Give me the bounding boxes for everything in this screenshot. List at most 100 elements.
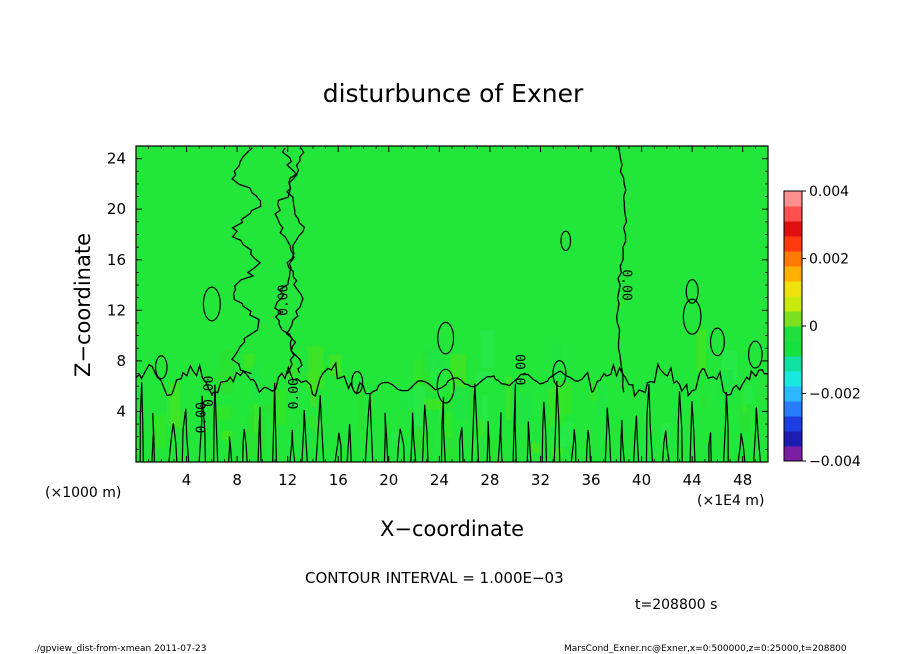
- field-patch: [302, 428, 318, 440]
- contour-line: [677, 390, 683, 462]
- field-patch: [475, 371, 493, 384]
- footer-left: ./gpview_dist-from-xmean 2011-07-23: [34, 644, 206, 654]
- field-patch: [598, 385, 607, 416]
- field-patch: [530, 443, 541, 454]
- field-patch: [286, 362, 298, 379]
- colorbar-tick-label: 0.002: [809, 252, 849, 268]
- colorbar-segment: [784, 356, 802, 372]
- contour-loop: [560, 230, 572, 251]
- colorbar-segment: [784, 281, 802, 297]
- contour-line: [459, 427, 464, 462]
- contour-line: [346, 423, 352, 462]
- contour-line: [334, 432, 342, 462]
- y-axis-ticks: 4 8 12 16 20 24: [107, 150, 768, 450]
- field-patch: [220, 350, 234, 394]
- contour-line: [315, 395, 325, 462]
- contour-label: 0.00: [514, 354, 529, 385]
- x-tick-label: 16: [329, 471, 348, 489]
- contour-lines: [136, 146, 768, 462]
- field-patch: [421, 350, 431, 392]
- x-tick-label: 12: [278, 471, 297, 489]
- colorbar-segment: [784, 206, 802, 222]
- contour-line: [708, 432, 712, 462]
- field-patch: [453, 386, 471, 420]
- contour-line: [289, 429, 296, 462]
- colorbar-segment: [784, 401, 802, 417]
- field-patch: [517, 392, 533, 424]
- field-patch: [696, 329, 707, 373]
- contour-line: [230, 147, 262, 375]
- field-patch: [243, 353, 255, 369]
- contour-line: [257, 406, 262, 462]
- field-patch: [743, 385, 753, 405]
- field-patch: [553, 341, 561, 380]
- x-tick-label: 32: [531, 471, 550, 489]
- contour-line: [541, 401, 548, 462]
- contour-line: [585, 429, 592, 462]
- contour-loop: [202, 286, 221, 322]
- contour-line: [198, 395, 206, 462]
- contour-loop: [748, 340, 763, 369]
- contour-line: [512, 383, 517, 462]
- contour-loop: [552, 360, 567, 388]
- chart-title: disturbunce of Exner: [323, 79, 584, 108]
- field-patch: [643, 408, 649, 423]
- x-tick-label: 40: [632, 471, 651, 489]
- contour-loop: [154, 355, 168, 380]
- contour-line: [723, 391, 729, 462]
- field-patch: [445, 393, 452, 409]
- footer-right: MarsCond_Exner.nc@Exner,x=0:500000,z=0:2…: [564, 644, 847, 654]
- contour-loop: [437, 321, 455, 355]
- contour-line: [136, 361, 768, 398]
- contour-line: [228, 436, 233, 462]
- colorbar-tick-label: 0.004: [809, 184, 849, 200]
- x-tick-label: 36: [581, 471, 600, 489]
- colorbar-segment: [784, 251, 802, 267]
- colorbar-segment: [784, 431, 802, 447]
- contour-loop: [709, 327, 725, 357]
- field-patch: [481, 395, 488, 431]
- contour-line: [737, 433, 746, 462]
- contour-loop: [682, 298, 702, 335]
- x-tick-label: 48: [733, 471, 752, 489]
- colorbar-segment: [784, 416, 802, 432]
- x-tick-label: 4: [182, 471, 192, 489]
- contour-labels: 0.00 0.000.000.000.000.00: [195, 269, 634, 433]
- x-tick-label: 28: [480, 471, 499, 489]
- plot-area: 0.00 0.000.000.000.000.00 4 8 12 16 20 24 28 32 3…: [107, 145, 769, 489]
- contour-line: [272, 382, 278, 462]
- contour-line: [213, 384, 219, 462]
- field-patch: [400, 392, 415, 410]
- contour-label: 0.00: [202, 376, 217, 407]
- colorbar-segment: [784, 341, 802, 357]
- contour-label: 0.00: [277, 285, 292, 316]
- contour-line: [139, 382, 144, 462]
- contour-label: 0.00: [619, 269, 634, 300]
- field-patch: [413, 359, 424, 383]
- contour-line: [616, 146, 628, 393]
- contour-line: [242, 428, 248, 462]
- field-patch: [469, 381, 476, 423]
- colorbar-segment: [784, 191, 802, 207]
- field-patch: [253, 404, 259, 434]
- contour-line: [181, 408, 190, 462]
- contour-line: [151, 412, 155, 462]
- field-patch: [176, 410, 184, 429]
- field-patch: [425, 348, 443, 371]
- contour-line: [410, 412, 417, 462]
- x-tick-label: 24: [430, 471, 449, 489]
- contour-line: [285, 147, 306, 374]
- colorbar: 0.004 0.002 0 −0.002 −0.004: [783, 184, 861, 470]
- y-axis-label: Z−coordinate: [71, 233, 95, 377]
- contour-line: [526, 421, 532, 462]
- field-patch: [480, 330, 494, 369]
- x-unit-right: (×1E4 m): [697, 493, 764, 509]
- field-patch: [304, 351, 309, 372]
- field-patch: [448, 432, 457, 458]
- contour-line: [471, 383, 480, 462]
- colorbar-segment: [784, 311, 802, 327]
- field-patch: [442, 412, 453, 439]
- field-patch: [413, 385, 426, 427]
- time-label: t=208800 s: [635, 597, 717, 613]
